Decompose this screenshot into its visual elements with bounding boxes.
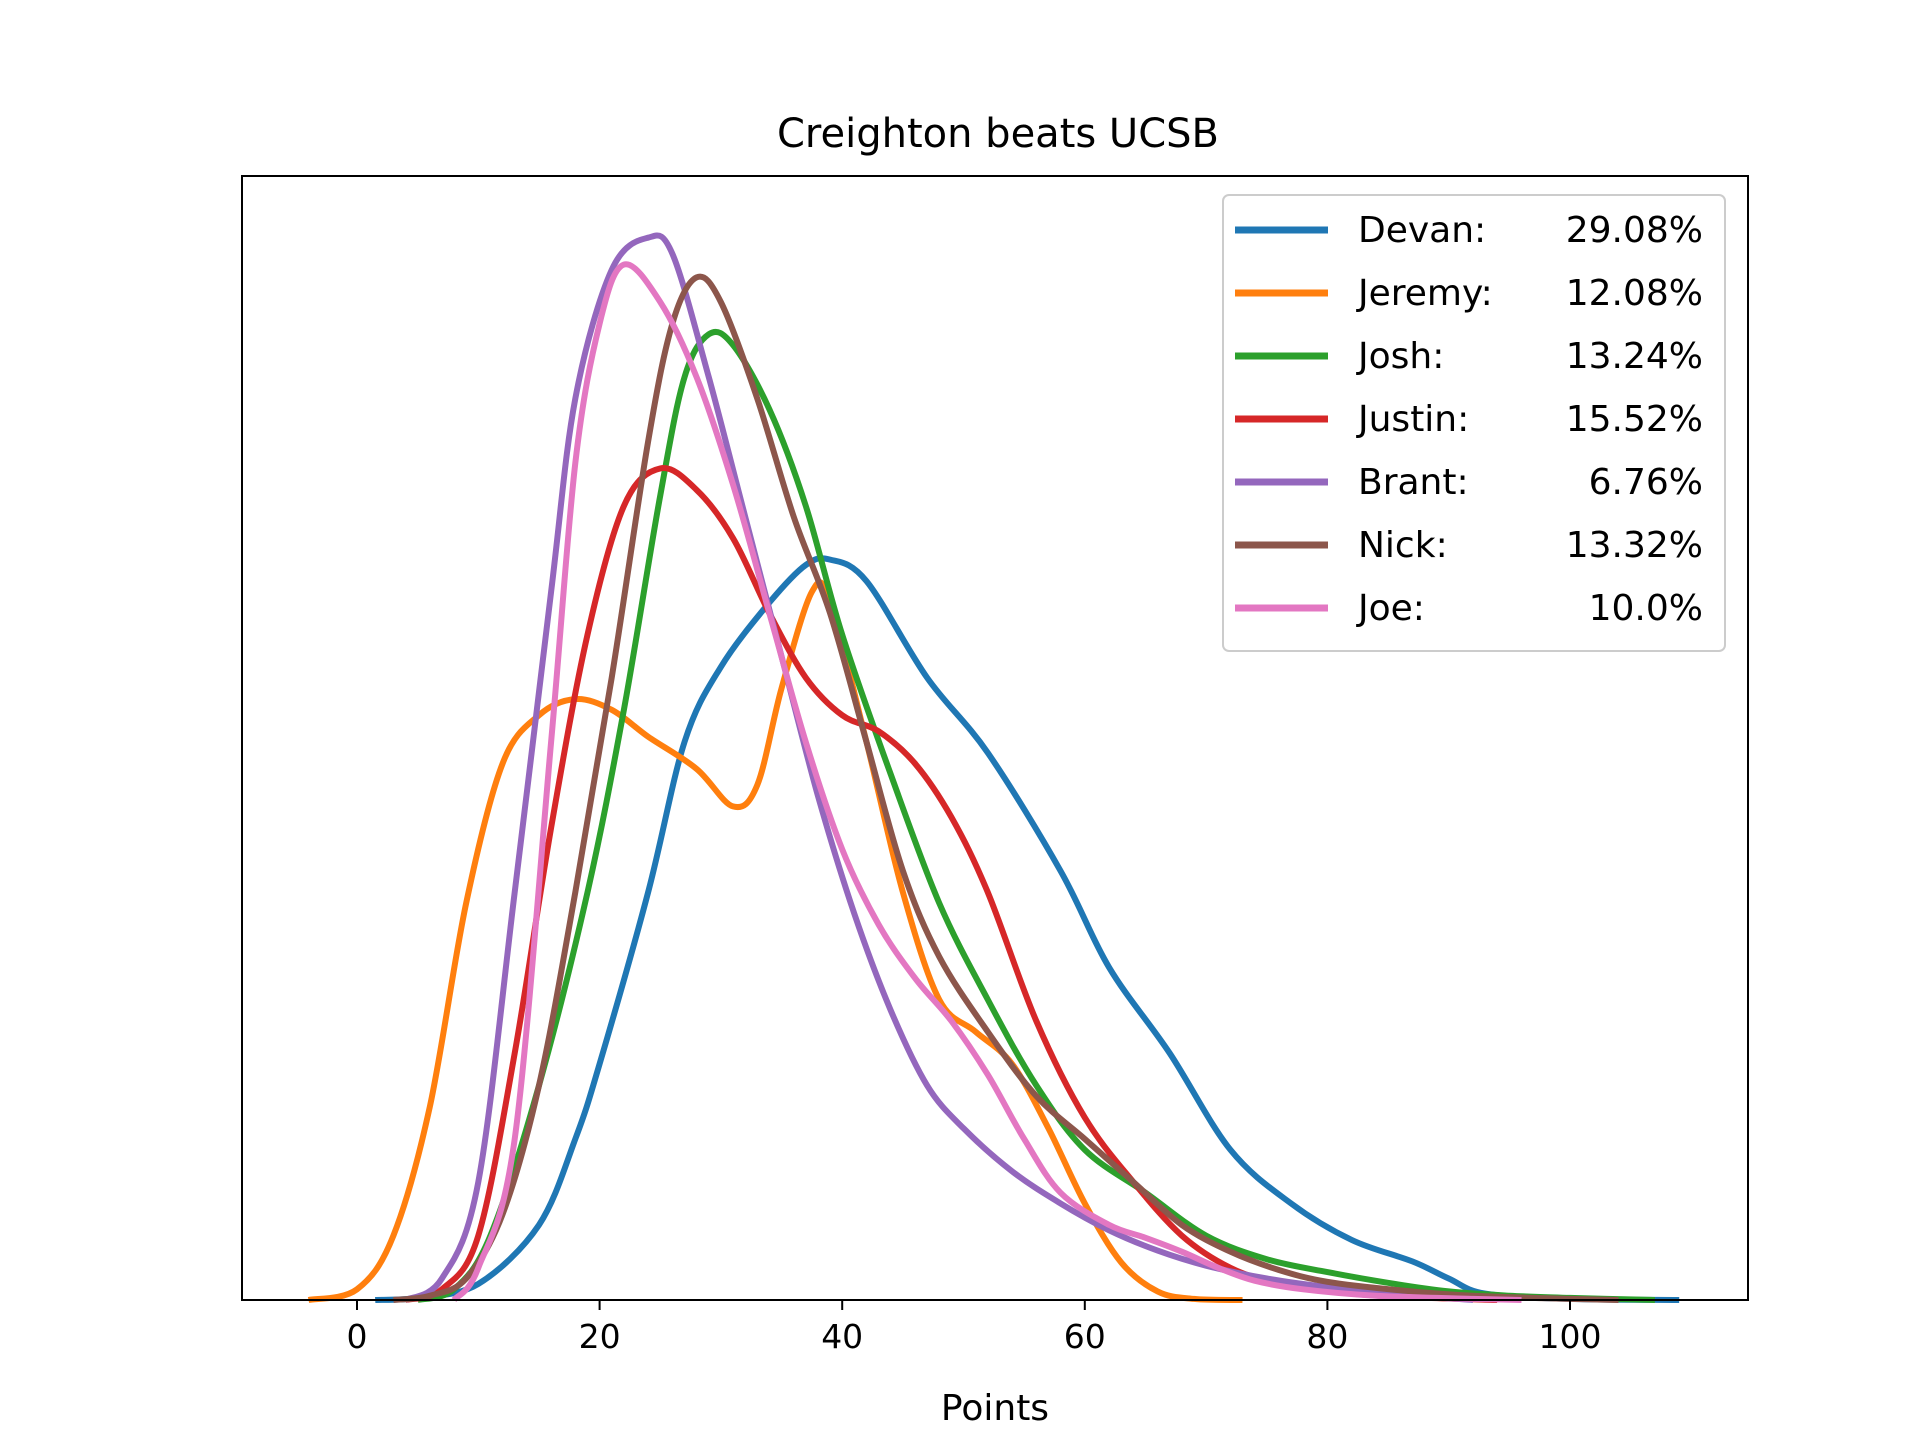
series-line-josh <box>416 328 1655 1303</box>
x-axis: 0 20 40 60 80 100 <box>347 1300 1602 1356</box>
legend-value: 29.08% <box>1566 210 1703 251</box>
series-line-jeremy <box>307 579 1243 1303</box>
series-line-devan <box>375 555 1680 1303</box>
legend-name: Justin: <box>1356 399 1469 440</box>
legend-value: 15.52% <box>1566 399 1703 440</box>
legend-name: Jeremy: <box>1356 273 1493 314</box>
plot-lines <box>307 232 1680 1303</box>
x-tick-label: 20 <box>579 1317 621 1356</box>
x-axis-label: Points <box>941 1388 1049 1429</box>
legend-value: 13.32% <box>1566 525 1703 566</box>
legend-name: Devan: <box>1358 210 1486 251</box>
legend-name: Brant: <box>1358 462 1469 503</box>
x-tick-label: 80 <box>1306 1317 1348 1356</box>
series-line-joe <box>451 261 1522 1303</box>
legend: Devan: 29.08% Jeremy: 12.08% Josh: 13.24% Just… <box>1222 194 1726 652</box>
series-line-nick <box>393 273 1619 1303</box>
x-tick-label: 0 <box>347 1317 368 1356</box>
x-tick-label: 40 <box>821 1317 863 1356</box>
chart-title: Creighton beats UCSB <box>777 111 1219 157</box>
plot-frame <box>241 175 1749 1301</box>
legend-name: Joe: <box>1356 588 1425 629</box>
x-tick-label: 100 <box>1539 1317 1602 1356</box>
legend-box <box>1222 194 1726 652</box>
legend-name: Nick: <box>1358 525 1448 566</box>
legend-value: 10.0% <box>1589 588 1703 629</box>
legend-value: 12.08% <box>1566 273 1703 314</box>
legend-name: Josh: <box>1356 336 1444 377</box>
legend-value: 13.24% <box>1566 336 1703 377</box>
legend-value: 6.76% <box>1589 462 1703 503</box>
x-tick-label: 60 <box>1064 1317 1106 1356</box>
